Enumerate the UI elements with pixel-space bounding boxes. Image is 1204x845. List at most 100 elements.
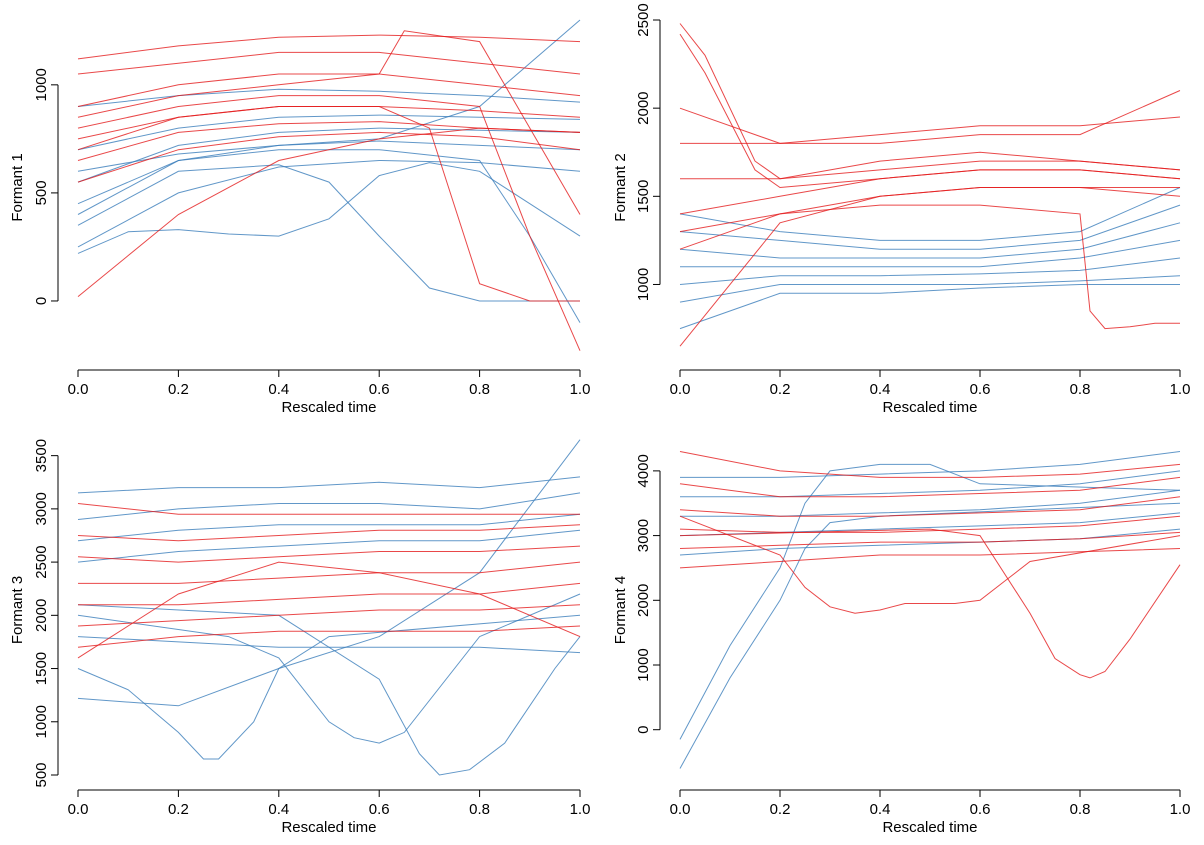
x-axis-label: Rescaled time <box>882 819 977 836</box>
x-tick-label: 0.0 <box>670 801 691 818</box>
y-tick-label: 3000 <box>635 519 652 552</box>
series-line-red <box>77 524 581 542</box>
series-line-red <box>679 515 1181 614</box>
y-axis-label: Formant 3 <box>9 576 26 644</box>
series-line-red <box>679 23 1181 180</box>
series-line-red <box>77 131 581 183</box>
chart-panel: 0.0 0.2 0.4 0.6 0.8 1.0 Rescaled time 0 500 1000 F… <box>9 19 591 416</box>
y-tick-label: 1500 <box>33 652 50 685</box>
series-line-blue <box>77 140 581 215</box>
series-line-blue <box>77 439 581 707</box>
x-tick-label: 0.2 <box>770 381 791 398</box>
series-line-blue <box>679 284 1180 330</box>
x-tick-label: 0.8 <box>469 801 490 818</box>
x-tick-label: 0.4 <box>870 381 891 398</box>
series-line-red <box>77 106 580 302</box>
chart-panel: 0.0 0.2 0.4 0.6 0.8 1.0 Rescaled time 500 1000 15… <box>9 439 590 836</box>
series-line-red <box>679 548 1181 569</box>
series-line-blue <box>679 275 1181 303</box>
series-line-red <box>78 561 581 584</box>
y-tick-label: 3500 <box>33 439 50 472</box>
x-tick-label: 1.0 <box>1170 801 1191 818</box>
series-line-red <box>679 187 1181 250</box>
series-line-red <box>77 34 581 60</box>
series-line-blue <box>77 164 580 302</box>
series-line-blue <box>680 489 1181 517</box>
series-line-red <box>679 90 1181 144</box>
series-line-blue <box>77 604 581 776</box>
series-line-red <box>77 503 580 515</box>
series-line-blue <box>680 451 1181 478</box>
x-tick-label: 0.6 <box>970 381 991 398</box>
series-line-red <box>77 95 581 351</box>
series-line-blue <box>77 614 581 760</box>
x-axis-label: Rescaled time <box>281 819 376 836</box>
x-tick-label: 0.8 <box>469 381 490 398</box>
x-tick-label: 1.0 <box>1170 381 1191 398</box>
y-tick-label: 2000 <box>33 599 50 632</box>
y-axis-label: Formant 4 <box>612 576 629 644</box>
y-axis-label: Formant 2 <box>612 153 629 221</box>
x-axis-label: Rescaled time <box>882 399 977 416</box>
series-line-red <box>679 204 1180 330</box>
x-tick-label: 0.0 <box>670 381 691 398</box>
x-tick-label: 0.6 <box>369 381 390 398</box>
series-line-red <box>679 515 1181 533</box>
chart-panel: 0.0 0.2 0.4 0.6 0.8 1.0 Rescaled time 1000 1500 2… <box>612 3 1190 416</box>
series-line-blue <box>679 528 1181 556</box>
y-tick-label: 0 <box>635 726 652 734</box>
x-tick-label: 0.8 <box>1070 381 1091 398</box>
series-line-red <box>77 625 581 648</box>
series-line-red <box>78 582 581 606</box>
series-line-blue <box>77 159 581 248</box>
series-line-red <box>77 545 581 563</box>
series-line-red <box>77 73 581 107</box>
series-line-blue <box>77 162 581 254</box>
y-tick-label: 0 <box>33 297 50 305</box>
chart-panel: 0.0 0.2 0.4 0.6 0.8 1.0 Rescaled time 0 1000 2000… <box>612 451 1191 836</box>
series-line-blue <box>77 476 581 494</box>
x-tick-label: 0.4 <box>870 801 891 818</box>
series-line-blue <box>679 463 1181 740</box>
series-group <box>77 19 581 351</box>
series-line-red <box>679 528 1181 679</box>
y-tick-label: 1000 <box>33 68 50 101</box>
series-line-blue <box>77 529 581 563</box>
series-line-blue <box>77 149 581 323</box>
series-line-blue <box>680 470 1181 498</box>
series-line-blue <box>679 222 1181 259</box>
series-line-blue <box>77 19 581 172</box>
series-group <box>679 23 1181 347</box>
y-tick-label: 500 <box>33 180 50 205</box>
series-line-red <box>77 51 581 75</box>
y-tick-label: 1000 <box>635 648 652 681</box>
x-tick-label: 0.6 <box>369 801 390 818</box>
series-line-blue <box>77 88 581 107</box>
series-line-blue <box>679 204 1181 250</box>
series-line-blue <box>679 502 1181 769</box>
y-tick-label: 2000 <box>635 91 652 124</box>
y-tick-label: 3000 <box>33 492 50 525</box>
y-tick-label: 2500 <box>33 545 50 578</box>
series-line-red <box>679 33 1181 189</box>
series-line-red <box>679 496 1181 517</box>
x-tick-label: 0.0 <box>68 381 89 398</box>
series-line-blue <box>77 492 581 520</box>
series-line-blue <box>680 239 1181 268</box>
x-tick-label: 0.6 <box>970 801 991 818</box>
series-line-red <box>77 121 581 161</box>
y-axis-label: Formant 1 <box>9 153 26 221</box>
x-axis-label: Rescaled time <box>281 399 376 416</box>
x-tick-label: 1.0 <box>570 801 591 818</box>
x-tick-label: 0.4 <box>268 381 289 398</box>
series-line-blue <box>679 257 1181 285</box>
y-tick-label: 2000 <box>635 584 652 617</box>
series-line-red <box>679 531 1181 549</box>
series-line-blue <box>77 114 581 151</box>
series-line-red <box>77 561 581 659</box>
x-tick-label: 1.0 <box>570 381 591 398</box>
series-group <box>679 451 1181 769</box>
series-line-blue <box>77 593 581 744</box>
y-tick-label: 500 <box>33 762 50 787</box>
